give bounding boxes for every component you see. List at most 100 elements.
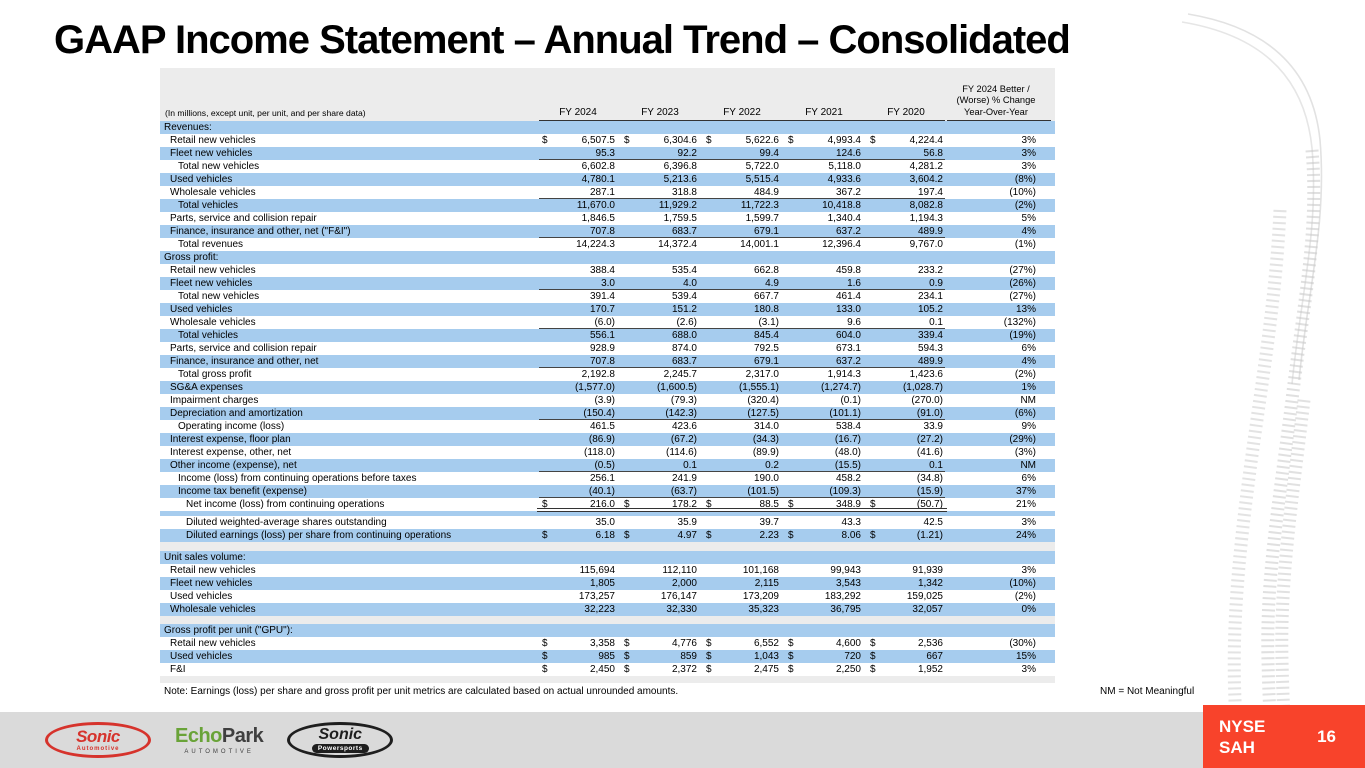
cell-value: (1,577.0) <box>574 382 615 393</box>
value-cell: 314.0 <box>701 421 783 432</box>
value-cell: 234.1 <box>865 291 947 302</box>
table-row: Interest expense, floor plan (86.9) (67.2)… <box>160 433 1055 446</box>
value-cell: (1,028.7) <box>865 382 947 393</box>
value-cell: (6.0) <box>537 317 619 328</box>
value-cell: 95.3 <box>537 148 619 159</box>
value-cell: $6,304.6 <box>619 135 701 146</box>
cell-value: 667.7 <box>753 291 779 302</box>
value-cell: $ (50.7) <box>865 499 947 510</box>
cell-value: 35,323 <box>748 604 779 615</box>
table-row: Total gross profit 2,192.8 2,245.7 2,317.0 1… <box>160 368 1055 381</box>
yoy-change-cell: (6%) <box>1014 408 1036 419</box>
cell-value: (40.1) <box>588 486 615 497</box>
cell-value: (2.6) <box>676 317 697 328</box>
yoy-change-cell: 3% <box>1021 517 1036 528</box>
cell-value: 43.3 <box>841 517 861 528</box>
cell-value: 459.8 <box>835 265 861 276</box>
value-cell: 707.8 <box>537 226 619 237</box>
value-cell: (0.1) <box>783 395 865 406</box>
cell-value: (1.21) <box>916 530 943 541</box>
value-cell: (150.4) <box>537 408 619 419</box>
row-label: Total new vehicles <box>178 161 260 172</box>
value-cell: (16.7) <box>783 434 865 445</box>
yoy-change-cell: 0% <box>1021 604 1036 615</box>
dollar-sign: $ <box>706 664 712 675</box>
cell-value: 1,846.5 <box>581 213 615 224</box>
value-cell: 36,795 <box>783 604 865 615</box>
yoy-change-cell: (3%) <box>1014 447 1036 458</box>
value-cell: 318.8 <box>619 187 701 198</box>
value-cell: (63.7) <box>619 486 701 497</box>
value-cell: (91.0) <box>865 408 947 419</box>
yoy-change-cell: 24% <box>1015 530 1036 541</box>
dollar-sign: $ <box>788 499 794 510</box>
cell-value: 1,759.5 <box>663 213 697 224</box>
value-cell: 679.1 <box>701 226 783 237</box>
value-cell: 4,281.2 <box>865 161 947 172</box>
value-cell: 2,000 <box>619 578 701 589</box>
table-row: Total vehicles 556.1 688.0 845.4 604.0 339.4 (… <box>160 329 1055 342</box>
dollar-sign: $ <box>706 638 712 649</box>
value-cell: 33.9 <box>865 421 947 432</box>
cell-value: (101.1) <box>829 408 861 419</box>
row-label: Diluted weighted-average shares outstand… <box>186 517 387 528</box>
value-cell: (34.3) <box>701 434 783 445</box>
cell-value: 6,602.8 <box>581 161 615 172</box>
row-label: Used vehicles <box>170 304 233 315</box>
value-cell: 928.9 <box>537 343 619 354</box>
cell-value: (109.3) <box>829 486 861 497</box>
cell-value: 556.1 <box>589 330 615 341</box>
cell-value: (127.5) <box>747 408 779 419</box>
value-cell: 539.4 <box>619 291 701 302</box>
fy-column-header: FY 2023 <box>641 107 679 118</box>
ticker-text: NYSE SAH <box>1219 716 1265 759</box>
cell-value: 14,372.4 <box>658 239 697 250</box>
value-cell: (118.0) <box>537 447 619 458</box>
sonic-automotive-logo: Sonic Automotive <box>45 722 151 758</box>
value-cell: 2,192.8 <box>537 369 619 380</box>
cell-value: (1,555.1) <box>738 382 779 393</box>
cell-value: 6,304.6 <box>663 135 697 146</box>
cell-value: (1,600.5) <box>656 382 697 393</box>
value-cell: (101.5) <box>701 486 783 497</box>
table-row: Operating income (loss) 461.5 423.6 314.0 53… <box>160 420 1055 433</box>
yoy-change-cell: 21% <box>1015 499 1036 510</box>
value-cell: 535.4 <box>619 265 701 276</box>
value-cell: 11,670.0 <box>537 200 619 211</box>
section-header-row: Gross profit: <box>160 251 1055 264</box>
header-underline-fy <box>539 120 945 121</box>
cell-value: (15.5) <box>834 460 861 471</box>
yoy-change-cell: 6% <box>1021 473 1036 484</box>
value-cell: 12,396.4 <box>783 239 865 250</box>
value-cell: $88.5 <box>701 499 783 510</box>
yoy-change-cell: 1% <box>1021 382 1036 393</box>
cell-value: 4,933.6 <box>827 174 861 185</box>
fy-column-header: FY 2021 <box>805 107 843 118</box>
cell-value: 2,000 <box>671 578 697 589</box>
row-label: Total vehicles <box>178 330 239 341</box>
value-cell: 133.0 <box>783 304 865 315</box>
cell-value: 1,952 <box>917 664 943 675</box>
value-cell: $ (1.21) <box>865 530 947 541</box>
table-header: (In millions, except unit, per unit, and… <box>160 68 1055 121</box>
cell-value: 3,604.2 <box>909 174 943 185</box>
nyse-ticker-badge: NYSE SAH 16 <box>1203 705 1365 768</box>
value-cell: 679.1 <box>701 356 783 367</box>
value-cell: 1.6 <box>783 278 865 289</box>
value-cell: $2,475 <box>701 664 783 675</box>
value-cell: (320.4) <box>701 395 783 406</box>
value-cell: 5,118.0 <box>783 161 865 172</box>
cell-value: 14,001.1 <box>740 239 779 250</box>
cell-value: 8,082.8 <box>909 200 943 211</box>
value-cell: 176,147 <box>619 591 701 602</box>
value-cell: (41.6) <box>865 447 947 458</box>
dollar-sign: $ <box>542 664 548 675</box>
value-cell: $985 <box>537 651 619 662</box>
dollar-sign: $ <box>870 651 876 662</box>
value-cell: 683.7 <box>619 356 701 367</box>
row-label: Parts, service and collision repair <box>170 213 317 224</box>
section-header-row: Revenues: <box>160 121 1055 134</box>
value-cell: (114.6) <box>619 447 701 458</box>
value-cell: 42.5 <box>865 517 947 528</box>
table-row: Retail new vehicles $3,358 $4,776 $6,552 $4,… <box>160 637 1055 650</box>
